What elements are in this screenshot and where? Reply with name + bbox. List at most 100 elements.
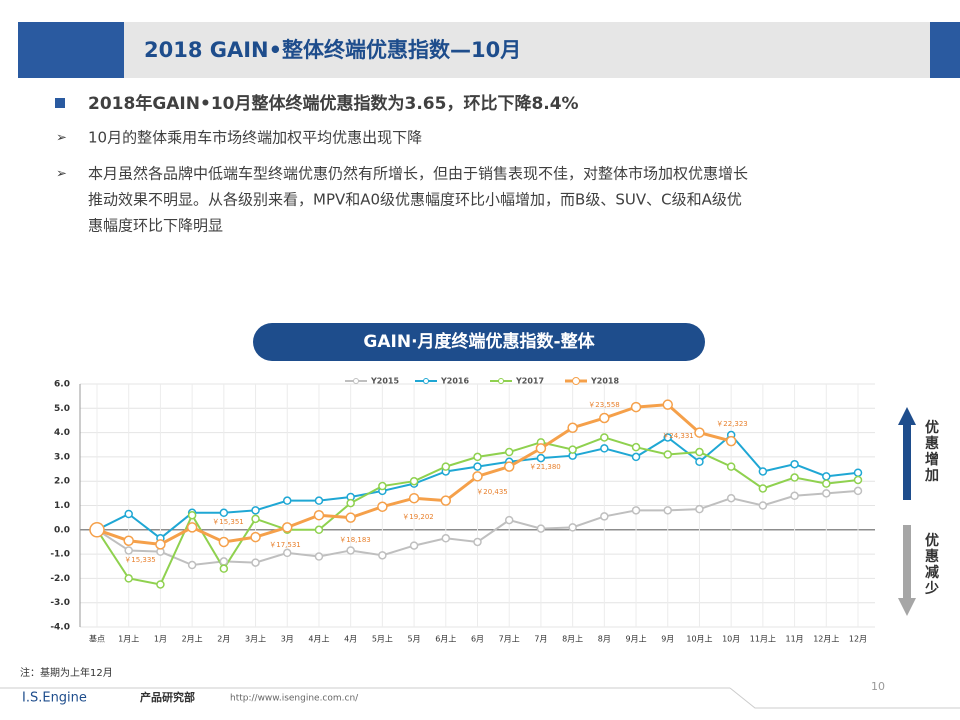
data-point [504, 447, 514, 457]
page-number: 10 [871, 680, 885, 693]
price-annotation: ￥20,435 [476, 488, 508, 496]
data-point [695, 457, 704, 467]
data-point [567, 422, 578, 433]
data-point [219, 557, 229, 566]
price-annotation: ￥19,202 [402, 513, 434, 521]
data-point [473, 537, 482, 547]
data-point [156, 580, 165, 589]
data-point [758, 484, 768, 493]
data-point [313, 509, 325, 521]
x-tick-label: 3月 [281, 635, 294, 644]
data-point [600, 444, 609, 453]
data-point [155, 539, 166, 550]
header-band [18, 22, 930, 78]
data-point [187, 560, 197, 570]
x-tick-label: 基点 [89, 634, 105, 644]
x-tick-label: 2月上 [182, 635, 203, 644]
y-tick-label: 6.0 [54, 380, 70, 390]
data-point [662, 399, 673, 410]
data-point [345, 512, 356, 523]
data-point [790, 473, 799, 482]
bullet-text: 10月的整体乘用车市场终端加权平均优惠出现下降 [88, 129, 422, 147]
legend-label: Y2015 [370, 377, 399, 386]
data-point [219, 564, 229, 573]
price-annotation: ￥18,183 [339, 536, 371, 544]
x-tick-label: 1月 [154, 635, 167, 644]
data-point [822, 479, 831, 488]
data-point [758, 501, 768, 510]
legend-label: Y2018 [590, 377, 619, 386]
data-point [726, 462, 736, 471]
data-point [250, 531, 261, 543]
x-tick-label: 5月 [408, 635, 421, 644]
data-point [630, 401, 642, 413]
data-point [822, 472, 831, 481]
chart-title-pill [253, 323, 705, 361]
data-point [822, 489, 831, 498]
arrow-bullet: ➢ [56, 167, 67, 182]
y-tick-label: 1.0 [54, 501, 70, 511]
data-point [408, 492, 420, 504]
data-point [440, 495, 452, 506]
data-point [377, 501, 388, 512]
data-point [124, 574, 133, 583]
data-point [568, 445, 577, 454]
data-point [124, 509, 133, 519]
data-point [218, 536, 230, 548]
y-tick-label: -3.0 [50, 598, 70, 608]
y-tick-label: -1.0 [50, 550, 70, 560]
y-tick-label: 3.0 [54, 452, 70, 462]
data-point [663, 433, 672, 442]
y-tick-label: 0.0 [54, 525, 70, 535]
data-point [600, 512, 609, 521]
data-point [695, 504, 704, 514]
data-point [409, 541, 419, 550]
bullet-square [55, 98, 65, 108]
data-point [378, 481, 387, 491]
footer-brand: I.S.Engine [22, 691, 87, 706]
legend-label: Y2016 [440, 377, 469, 386]
x-tick-label: 10月 [722, 635, 740, 644]
data-point [378, 551, 387, 560]
data-point [314, 525, 324, 535]
data-point [187, 510, 197, 520]
data-point [568, 523, 577, 532]
data-point [314, 552, 324, 561]
data-point [600, 433, 609, 442]
data-point [503, 461, 515, 472]
data-point [441, 462, 451, 471]
data-point [314, 496, 324, 505]
y-tick-label: 2.0 [54, 477, 70, 487]
x-tick-label: 11月上 [750, 635, 776, 644]
legend-marker [353, 378, 359, 384]
side-label: 优惠增加 [924, 419, 939, 484]
data-point [409, 476, 419, 486]
data-point [473, 462, 482, 471]
x-tick-label: 7月上 [499, 635, 520, 644]
data-point [853, 486, 863, 496]
chart: -4.0 -3.0 -2.0 -1.0 0.0 1.0 2.0 3.0 4.0 5.0 6.0 基点 1… [50, 377, 939, 644]
x-tick-label: 10月上 [686, 635, 712, 644]
data-point [663, 450, 672, 459]
bullet-text: 惠幅度环比下降明显 [88, 217, 223, 235]
data-point [282, 522, 293, 533]
data-point [251, 506, 260, 515]
side-label: 优惠减少 [924, 532, 939, 597]
price-annotation: ￥21,380 [529, 463, 561, 471]
x-tick-label: 5月上 [372, 635, 393, 644]
legend-marker [423, 378, 429, 384]
price-annotation: ￥15,351 [212, 518, 244, 526]
arrow-down [898, 525, 916, 616]
price-annotation: ￥22,323 [716, 420, 748, 428]
data-point [694, 427, 705, 438]
x-tick-label: 6月 [471, 635, 484, 644]
data-point [663, 506, 672, 515]
footer-url: http://www.isengine.com.cn/ [230, 694, 359, 704]
data-point [219, 508, 229, 518]
data-point [853, 475, 863, 485]
x-tick-label: 4月 [344, 635, 357, 644]
data-point [186, 522, 198, 533]
data-point [441, 534, 451, 543]
data-point [536, 524, 546, 533]
data-point [473, 452, 482, 462]
